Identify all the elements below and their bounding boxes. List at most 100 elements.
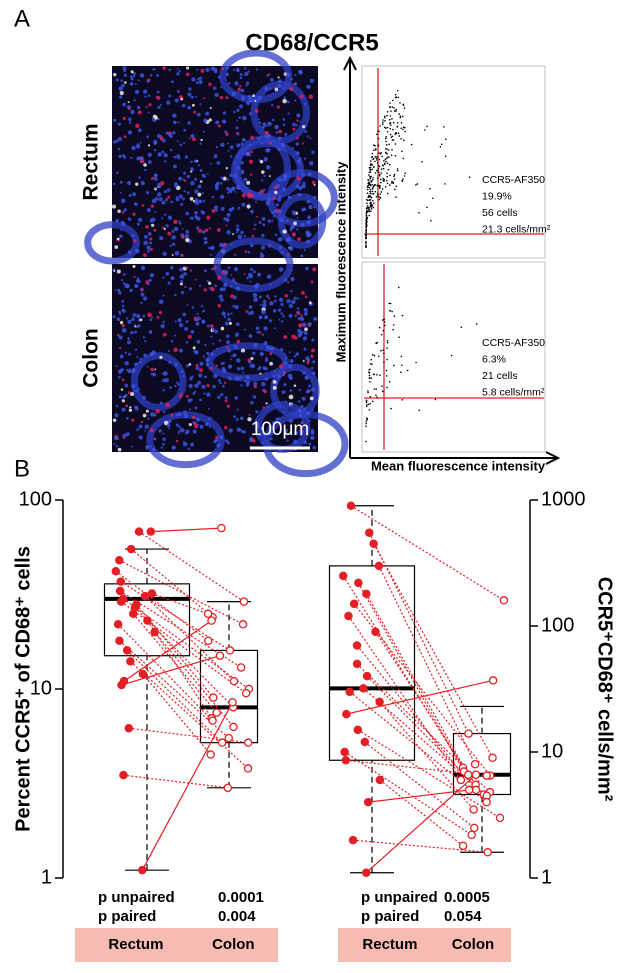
event-dot [389, 106, 392, 109]
cell [202, 310, 205, 313]
cell [230, 189, 233, 192]
event-dot [440, 143, 443, 146]
cell [307, 215, 312, 220]
cell [207, 407, 210, 410]
cell [195, 81, 199, 85]
cell [135, 123, 140, 129]
event-dot [366, 192, 369, 194]
cell [253, 342, 258, 348]
event-dot [391, 135, 394, 138]
cell [237, 234, 243, 240]
cell [301, 173, 306, 178]
cell [241, 202, 246, 207]
cell [293, 296, 297, 300]
cell [147, 312, 152, 318]
cell [308, 94, 314, 99]
cell [254, 109, 259, 113]
cell [287, 237, 291, 241]
event-dot [373, 192, 375, 195]
data-point [122, 646, 132, 655]
cell [164, 160, 167, 163]
data-point [119, 770, 128, 780]
cell [156, 90, 160, 94]
cell [117, 447, 122, 452]
pair-line [379, 701, 475, 810]
data-point [243, 764, 253, 773]
data-point [352, 659, 362, 669]
box [199, 649, 259, 744]
plot-frame [361, 65, 546, 259]
cell [177, 121, 180, 124]
cell [160, 324, 165, 329]
data-point [134, 527, 144, 536]
cell [231, 206, 235, 210]
cell [137, 217, 143, 223]
event-dot [369, 160, 372, 162]
y-tick-label: 1 [41, 866, 52, 888]
cell [133, 75, 136, 78]
cell [311, 180, 316, 185]
event-dot [372, 186, 374, 188]
event-dot [367, 391, 369, 394]
event-dot [386, 114, 388, 117]
cell [212, 342, 215, 345]
event-dot [372, 157, 375, 160]
event-dot [398, 336, 400, 338]
cell [279, 217, 284, 223]
event-dot [386, 152, 388, 155]
event-dot [381, 390, 384, 393]
cell [227, 266, 231, 270]
event-dot [378, 165, 381, 168]
cell [300, 290, 305, 295]
cell [160, 446, 164, 449]
cell [241, 137, 246, 142]
cell [192, 391, 196, 395]
cell [313, 195, 317, 200]
event-dot [381, 319, 384, 321]
cell [140, 301, 143, 304]
cell [145, 445, 150, 450]
event-dot [415, 184, 417, 186]
event-dot [389, 184, 391, 186]
data-point [359, 684, 368, 693]
cell [235, 332, 239, 337]
cell [194, 390, 197, 393]
cell [185, 229, 190, 234]
cell [178, 412, 182, 416]
cell [117, 136, 123, 142]
cell [305, 390, 310, 394]
cell [309, 78, 314, 83]
cell [134, 330, 137, 334]
cell [306, 135, 309, 138]
pair-line [121, 655, 221, 686]
cell [209, 162, 212, 165]
cell [225, 96, 229, 100]
cell [272, 196, 276, 200]
cell [278, 177, 282, 182]
cell [217, 395, 221, 399]
cell [234, 190, 237, 193]
cell [282, 98, 287, 104]
cell [293, 384, 297, 387]
event-dot [368, 195, 371, 198]
event-dot [399, 116, 402, 119]
cell [213, 266, 217, 270]
event-dot [392, 121, 395, 124]
cell [300, 314, 303, 317]
cell [303, 311, 308, 316]
cell [143, 240, 148, 246]
cell [267, 121, 272, 127]
cell [146, 245, 151, 250]
cell [172, 120, 177, 125]
cell [127, 337, 130, 340]
cell [204, 375, 207, 379]
cell [149, 428, 154, 433]
event-dot [415, 361, 417, 364]
cell [282, 410, 285, 413]
event-dot [402, 126, 405, 128]
cell [250, 209, 254, 214]
event-dot [381, 188, 384, 190]
cell [156, 73, 160, 77]
gland [213, 237, 294, 293]
cell [196, 417, 200, 422]
